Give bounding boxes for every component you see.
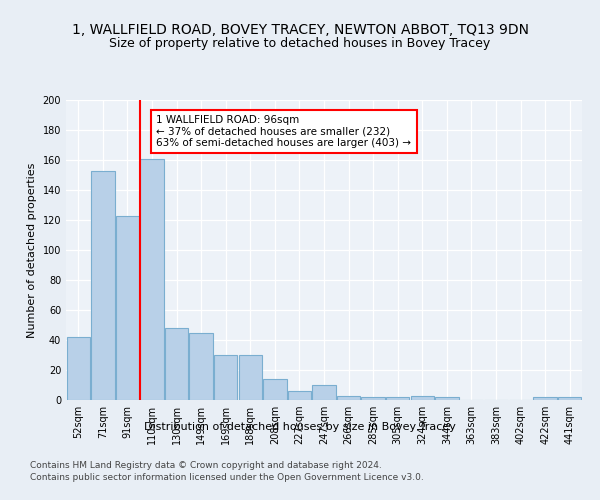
Bar: [190, 332, 213, 400]
Bar: [386, 397, 409, 400]
Bar: [313, 385, 335, 400]
Bar: [288, 391, 311, 400]
Bar: [558, 397, 581, 400]
Text: 1 WALLFIELD ROAD: 96sqm
← 37% of detached houses are smaller (232)
63% of semi-d: 1 WALLFIELD ROAD: 96sqm ← 37% of detache…: [156, 115, 412, 148]
Bar: [116, 216, 139, 400]
Text: 1, WALLFIELD ROAD, BOVEY TRACEY, NEWTON ABBOT, TQ13 9DN: 1, WALLFIELD ROAD, BOVEY TRACEY, NEWTON …: [71, 22, 529, 36]
Bar: [140, 158, 164, 400]
Bar: [165, 328, 188, 400]
Bar: [361, 397, 385, 400]
Text: Distribution of detached houses by size in Bovey Tracey: Distribution of detached houses by size …: [144, 422, 456, 432]
Bar: [263, 379, 287, 400]
Y-axis label: Number of detached properties: Number of detached properties: [27, 162, 37, 338]
Bar: [214, 355, 238, 400]
Bar: [67, 337, 90, 400]
Text: Size of property relative to detached houses in Bovey Tracey: Size of property relative to detached ho…: [109, 38, 491, 51]
Text: Contains public sector information licensed under the Open Government Licence v3: Contains public sector information licen…: [30, 473, 424, 482]
Bar: [410, 396, 434, 400]
Bar: [91, 170, 115, 400]
Bar: [435, 397, 458, 400]
Text: Contains HM Land Registry data © Crown copyright and database right 2024.: Contains HM Land Registry data © Crown c…: [30, 460, 382, 469]
Bar: [337, 396, 360, 400]
Bar: [533, 397, 557, 400]
Bar: [239, 355, 262, 400]
